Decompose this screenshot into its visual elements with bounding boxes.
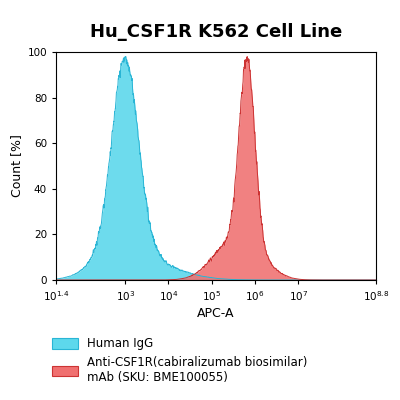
Y-axis label: Count [%]: Count [%] [10,134,23,198]
X-axis label: APC-A: APC-A [197,307,235,320]
Legend: Human IgG, Anti-CSF1R(cabiralizumab biosimilar)
mAb (SKU: BME100055): Human IgG, Anti-CSF1R(cabiralizumab bios… [46,331,314,390]
Text: !: ! [0,399,1,400]
Text: Hu_CSF1R K562 Cell Line: Hu_CSF1R K562 Cell Line [90,23,342,41]
